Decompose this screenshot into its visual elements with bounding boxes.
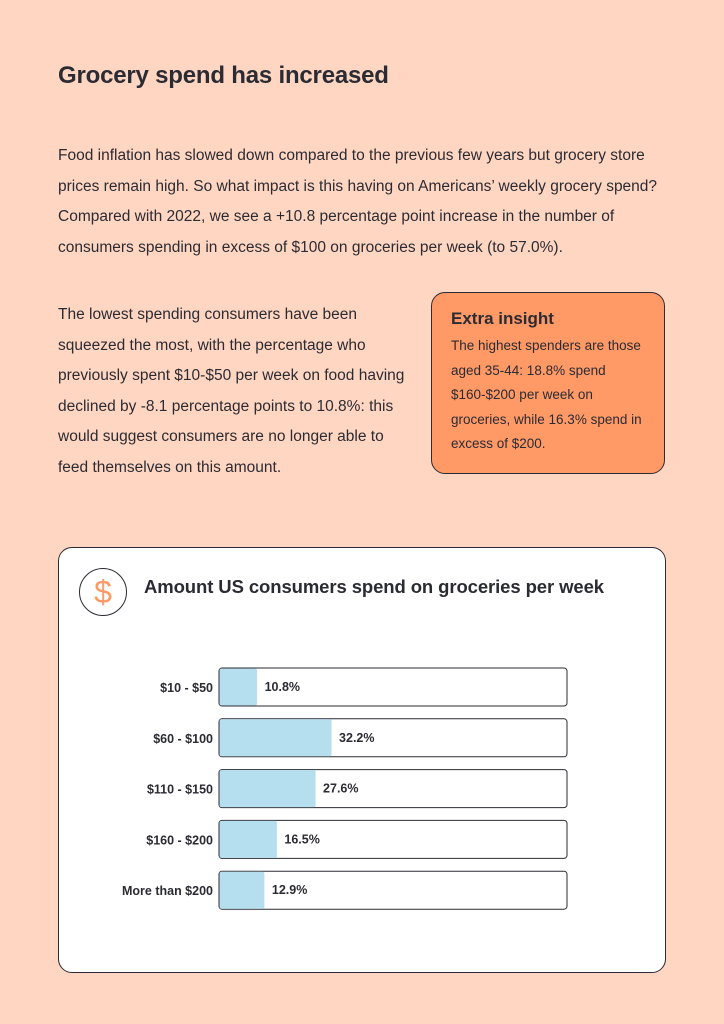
- dollar-icon: $: [79, 568, 127, 616]
- value-label: 12.9%: [272, 883, 307, 897]
- dollar-glyph: $: [94, 574, 112, 610]
- chart-card: $ Amount US consumers spend on groceries…: [58, 547, 666, 973]
- page-title: Grocery spend has increased: [58, 62, 389, 89]
- body-paragraph: The lowest spending consumers have been …: [58, 306, 405, 476]
- chart-title: Amount US consumers spend on groceries p…: [144, 576, 604, 597]
- value-label: 10.8%: [265, 680, 300, 694]
- bar-chart: $10 - $50 10.8% $60 - $100 32.2% $110 - $150…: [122, 667, 568, 910]
- insight-text: The highest spenders are those aged 35-4…: [451, 338, 642, 451]
- bar: [219, 719, 332, 757]
- category-label: More than $200: [122, 884, 213, 898]
- bar-track: [218, 667, 568, 707]
- insight-title: Extra insight: [451, 309, 554, 328]
- value-label: 27.6%: [323, 782, 358, 796]
- value-label: 32.2%: [339, 731, 374, 745]
- category-label: $60 - $100: [153, 732, 213, 746]
- bar: [219, 820, 277, 858]
- bar: [219, 668, 258, 706]
- category-label: $10 - $50: [160, 681, 213, 695]
- bar: [219, 871, 265, 909]
- value-label: 16.5%: [284, 832, 319, 846]
- bar-track: [218, 819, 568, 859]
- intro-paragraph: Food inflation has slowed down compared …: [58, 147, 658, 256]
- bar: [219, 770, 316, 808]
- category-label: $160 - $200: [146, 833, 213, 847]
- bar-track: [218, 870, 568, 910]
- category-label: $110 - $150: [147, 783, 213, 797]
- extra-insight-box: Extra insight The highest spenders are t…: [431, 292, 665, 474]
- dollar-sign: $: [94, 574, 112, 610]
